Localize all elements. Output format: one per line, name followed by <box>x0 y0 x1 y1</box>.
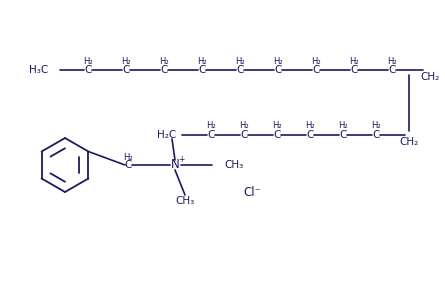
Text: C: C <box>207 130 214 140</box>
Text: C: C <box>198 65 206 75</box>
Text: C: C <box>236 65 244 75</box>
Text: C: C <box>274 65 282 75</box>
Text: C: C <box>124 160 132 170</box>
Text: H₂: H₂ <box>121 57 131 65</box>
Text: H₂: H₂ <box>387 57 397 65</box>
Text: H₂: H₂ <box>338 121 348 130</box>
Text: +: + <box>178 155 184 164</box>
Text: H₂: H₂ <box>311 57 321 65</box>
Text: H₂: H₂ <box>206 121 216 130</box>
Text: C: C <box>273 130 281 140</box>
Text: C: C <box>240 130 248 140</box>
Text: H₂: H₂ <box>123 153 133 162</box>
Text: H₂: H₂ <box>83 57 93 65</box>
Text: C: C <box>372 130 380 140</box>
Text: CH₃: CH₃ <box>224 160 243 170</box>
Text: C: C <box>340 130 347 140</box>
Text: H₂: H₂ <box>272 121 282 130</box>
Text: CH₂: CH₂ <box>421 72 440 82</box>
Text: H₂: H₂ <box>235 57 245 65</box>
Text: C: C <box>350 65 358 75</box>
Text: H₂: H₂ <box>305 121 315 130</box>
Text: H₂C: H₂C <box>157 130 176 140</box>
Text: H₂: H₂ <box>371 121 381 130</box>
Text: C: C <box>306 130 314 140</box>
Text: C: C <box>160 65 168 75</box>
Text: H₃C: H₃C <box>29 65 48 75</box>
Text: CH₃: CH₃ <box>175 196 194 206</box>
Text: H₂: H₂ <box>273 57 283 65</box>
Text: C: C <box>84 65 92 75</box>
Text: C: C <box>122 65 129 75</box>
Text: H₂: H₂ <box>239 121 249 130</box>
Text: H₂: H₂ <box>197 57 207 65</box>
Text: C: C <box>388 65 396 75</box>
Text: CH₂: CH₂ <box>399 137 419 147</box>
Text: C: C <box>312 65 320 75</box>
Text: Cl⁻: Cl⁻ <box>243 186 261 200</box>
Text: H₂: H₂ <box>159 57 169 65</box>
Text: H₂: H₂ <box>349 57 359 65</box>
Text: N: N <box>170 158 179 171</box>
